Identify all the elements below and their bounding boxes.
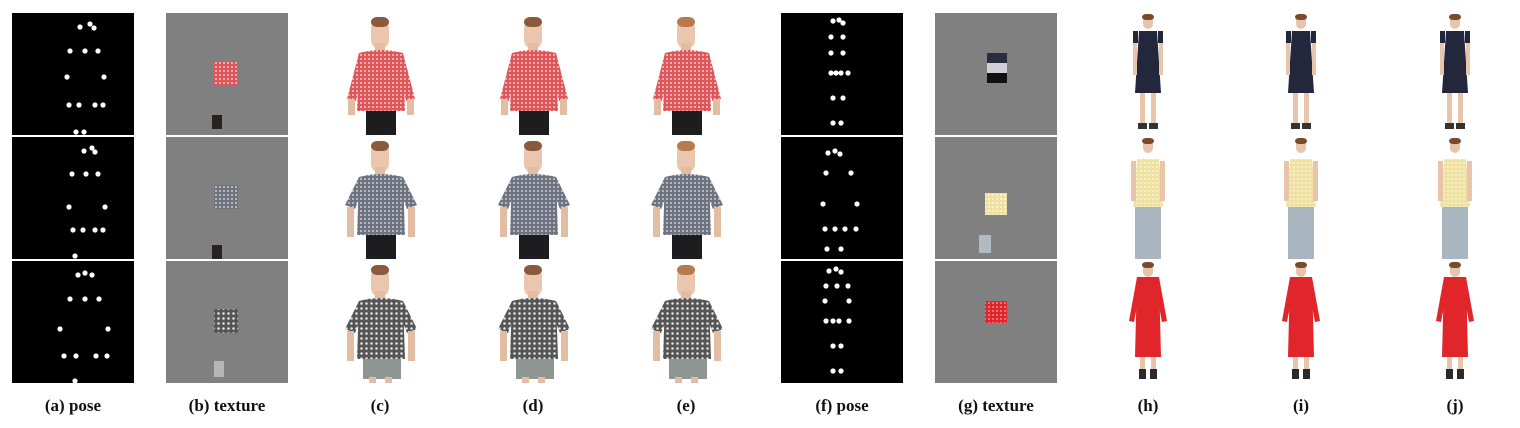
pose-map (781, 137, 903, 259)
caption-i: (i) (1292, 396, 1310, 415)
pose-map (12, 261, 134, 383)
caption-h: (h) (1137, 396, 1159, 415)
texture-map (935, 137, 1057, 259)
texture-map (166, 137, 288, 259)
texture-map (935, 13, 1057, 135)
caption-a: (a) pose (44, 396, 102, 415)
person-image (1240, 137, 1362, 259)
texture-map (166, 13, 288, 135)
person-image (1240, 13, 1362, 135)
person-image (472, 137, 594, 259)
pose-map (781, 13, 903, 135)
caption-d: (d) (522, 396, 544, 415)
person-image (472, 13, 594, 135)
pose-map (12, 137, 134, 259)
caption-f: (f) pose (815, 396, 869, 415)
person-image (1394, 261, 1516, 383)
pose-map (12, 13, 134, 135)
pose-map (781, 261, 903, 383)
texture-map (935, 261, 1057, 383)
person-image (472, 261, 594, 383)
person-image (319, 13, 441, 135)
person-image (625, 261, 747, 383)
person-image (1087, 261, 1209, 383)
caption-b: (b) texture (188, 396, 266, 415)
person-image (1087, 13, 1209, 135)
caption-c: (c) (370, 396, 390, 415)
person-image (1240, 261, 1362, 383)
person-image (1394, 137, 1516, 259)
texture-map (166, 261, 288, 383)
caption-g: (g) texture (958, 396, 1034, 415)
caption-j: (j) (1446, 396, 1464, 415)
person-image (319, 261, 441, 383)
person-image (1087, 137, 1209, 259)
person-image (1394, 13, 1516, 135)
caption-e: (e) (676, 396, 696, 415)
person-image (625, 137, 747, 259)
person-image (625, 13, 747, 135)
person-image (319, 137, 441, 259)
